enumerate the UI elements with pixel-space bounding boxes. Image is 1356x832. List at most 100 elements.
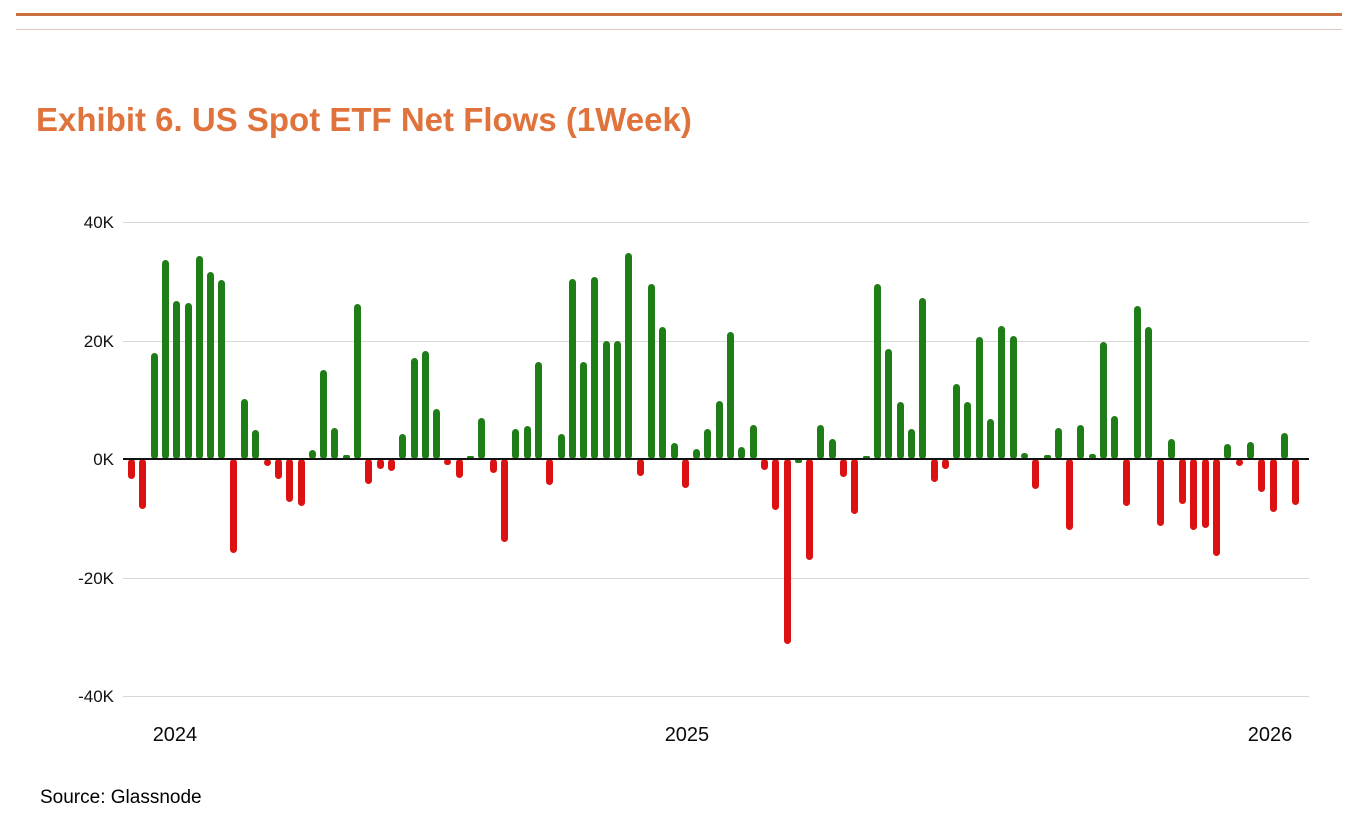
gridline (123, 340, 1309, 342)
bar-week-50 (681, 459, 689, 489)
bar-week-46 (636, 459, 644, 477)
y-tick-label: 20K (83, 331, 114, 351)
bar-week-24 (387, 459, 395, 472)
bar-week-99 (1235, 459, 1243, 466)
bar-week-79 (1009, 336, 1017, 459)
bar-week-83 (1054, 428, 1062, 459)
bar-week-88 (1111, 415, 1119, 459)
bar-week-36 (523, 426, 531, 459)
bar-week-60 (794, 459, 802, 464)
bar-week-98 (1224, 444, 1232, 459)
bar-week-30 (455, 459, 463, 478)
bar-week-69 (896, 402, 904, 459)
bar-week-66 (862, 456, 870, 459)
bar-week-1 (128, 459, 135, 480)
bar-week-82 (1043, 455, 1051, 459)
y-tick-label: 0K (93, 450, 114, 469)
bar-week-92 (1156, 459, 1164, 526)
x-tick-label-2025: 2025 (664, 724, 710, 746)
bar-week-65 (851, 459, 859, 515)
bar-week-58 (772, 459, 780, 510)
source-note: Source: Glassnode (40, 787, 202, 808)
bar-week-56 (749, 425, 757, 459)
gridline (123, 222, 1309, 223)
plot-area (123, 222, 1309, 697)
bar-week-75 (964, 402, 972, 459)
bar-week-57 (760, 459, 768, 470)
y-tick-label: -20K (78, 568, 114, 588)
bar-week-101 (1258, 459, 1266, 492)
bar-week-47 (647, 284, 655, 459)
bar-week-80 (1020, 453, 1028, 459)
bar-week-9 (218, 280, 226, 459)
bar-week-48 (659, 326, 667, 459)
y-tick-label: 40K (83, 213, 114, 232)
etf-net-flows-chart: 40K 20K 0K -20K -40K 2024 2025 2026 (78, 213, 1309, 746)
bar-week-73 (941, 459, 949, 470)
bar-week-76 (975, 336, 983, 459)
gridline (123, 577, 1309, 579)
bar-week-90 (1133, 305, 1141, 459)
y-tick-label: -40K (78, 687, 114, 706)
bar-week-86 (1088, 453, 1096, 459)
bar-week-34 (500, 459, 508, 542)
bar-week-43 (602, 340, 610, 459)
bar-week-2 (139, 459, 147, 509)
bar-week-15 (286, 459, 294, 503)
bar-week-72 (930, 459, 938, 483)
bar-week-95 (1190, 459, 1198, 531)
header-rule-thin (16, 29, 1342, 30)
bar-week-53 (715, 400, 723, 459)
bar-week-97 (1213, 459, 1221, 557)
bar-week-4 (161, 259, 169, 459)
bar-week-64 (840, 459, 848, 477)
bar-week-91 (1145, 326, 1153, 459)
bar-week-51 (693, 448, 701, 459)
bar-week-61 (806, 459, 814, 560)
bar-week-29 (444, 459, 452, 465)
bar-week-5 (173, 301, 181, 459)
bar-week-63 (828, 438, 836, 459)
bar-week-93 (1167, 439, 1175, 459)
bar-week-6 (184, 303, 192, 459)
bar-week-32 (478, 417, 486, 459)
bar-week-59 (783, 459, 791, 645)
bar-week-7 (195, 255, 203, 459)
bar-week-102 (1269, 459, 1277, 512)
bar-week-89 (1122, 459, 1130, 507)
bar-week-3 (150, 352, 158, 459)
bar-week-55 (738, 447, 746, 459)
bar-week-96 (1201, 459, 1209, 528)
bar-week-12 (252, 429, 260, 459)
bar-week-23 (376, 459, 384, 470)
x-tick-label-2026: 2026 (1247, 724, 1293, 746)
bar-week-20 (342, 455, 350, 459)
bar-week-44 (614, 340, 622, 459)
bar-week-74 (953, 384, 961, 459)
bar-week-31 (467, 456, 475, 459)
bar-week-13 (263, 459, 271, 467)
exhibit-title: Exhibit 6. US Spot ETF Net Flows (1Week) (36, 101, 692, 138)
bar-week-35 (512, 429, 520, 459)
bar-week-87 (1100, 342, 1108, 459)
bar-week-8 (207, 272, 215, 459)
bar-week-33 (489, 459, 497, 473)
bar-week-18 (320, 370, 328, 459)
bar-week-37 (534, 362, 542, 459)
header-rule-thick (16, 13, 1342, 16)
bar-week-41 (580, 361, 588, 459)
bar-week-25 (399, 434, 407, 459)
bar-week-21 (354, 303, 362, 459)
bar-week-39 (557, 434, 565, 459)
bar-week-38 (546, 459, 554, 486)
bar-week-104 (1292, 459, 1300, 505)
bar-week-10 (229, 459, 237, 553)
bar-week-16 (297, 459, 305, 506)
bar-week-62 (817, 424, 825, 459)
bar-week-27 (421, 350, 429, 459)
zero-axis-line (123, 458, 1309, 460)
bar-week-94 (1179, 459, 1187, 505)
bar-week-54 (727, 331, 735, 459)
bar-week-77 (987, 418, 995, 459)
bar-week-49 (670, 443, 678, 459)
